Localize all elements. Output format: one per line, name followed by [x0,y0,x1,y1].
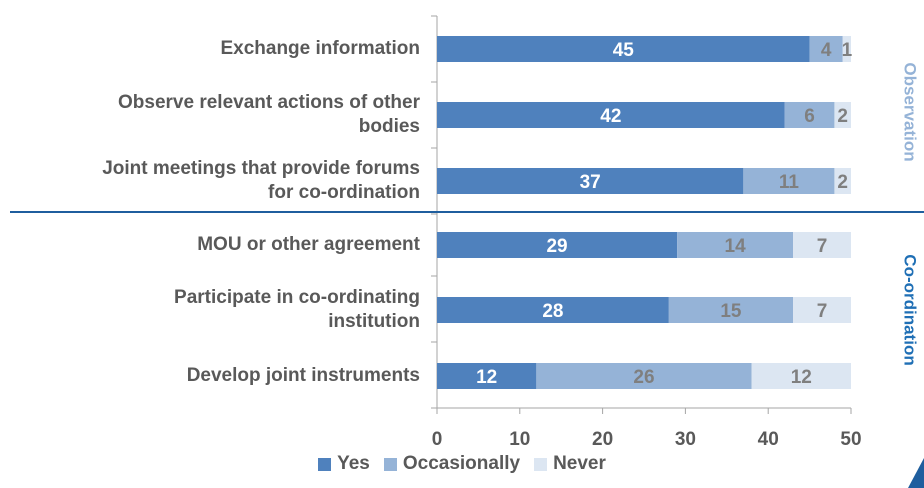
corner-decoration [908,458,924,488]
bar-never [793,297,851,323]
legend-item-occasionally: Occasionally [383,453,521,475]
x-tick-label: 0 [432,429,443,450]
bar-never [834,102,851,128]
bar-yes [437,36,810,62]
category-label: Joint meetings that provide forums for c… [102,158,420,203]
bar-occasionally [668,297,794,323]
bar-occasionally [536,363,752,389]
legend: Yes Occasionally Never [0,450,924,478]
data-label: 11 [779,172,800,193]
category-label: Develop joint instruments [186,365,420,386]
data-label: 12 [476,367,497,388]
data-label: 28 [542,301,563,322]
bar-never [834,168,851,194]
bar-occasionally [809,36,843,62]
bar-yes [437,232,678,258]
x-tick-label: 20 [592,429,613,450]
data-label: 12 [791,367,812,388]
data-label: 6 [804,106,815,127]
data-label: 45 [613,40,635,61]
x-tick-label: 40 [758,429,779,450]
category-label: Participate in co-ordinating institution [174,287,420,332]
bar-never [751,363,851,389]
legend-item-never: Never [534,453,606,475]
bar-yes [437,102,785,128]
x-tick-label: 50 [840,429,861,450]
legend-swatch-yes [318,457,332,471]
bar-occasionally [743,168,835,194]
data-label: 4 [821,40,832,61]
legend-swatch-occasionally [383,457,397,471]
bar-yes [437,297,669,323]
bar-never [842,36,851,62]
category-label: MOU or other agreement [197,234,420,255]
data-label: 1 [842,40,853,61]
data-label: 7 [817,301,828,322]
data-label: 14 [725,236,747,257]
data-label: 29 [546,236,567,257]
data-label: 2 [837,106,848,127]
legend-label-never: Never [553,453,606,474]
bar-yes [437,363,537,389]
data-label: 2 [837,172,848,193]
bar-yes [437,168,744,194]
legend-label-yes: Yes [337,453,370,474]
data-label: 15 [720,301,742,322]
legend-item-yes: Yes [318,453,370,475]
bar-occasionally [784,102,835,128]
legend-label-occasionally: Occasionally [402,453,521,474]
x-tick-label: 10 [509,429,530,450]
data-label: 42 [600,106,621,127]
group-label-observation: Observation [900,62,920,162]
group-label-coordination: Co-ordination [900,254,920,366]
category-label: Exchange information [220,38,420,59]
data-label: 37 [580,172,601,193]
category-label: Observe relevant actions of other bodies [118,92,420,137]
data-label: 26 [633,367,654,388]
legend-swatch-never [534,457,548,471]
x-tick-label: 30 [675,429,696,450]
bar-never [793,232,851,258]
bar-occasionally [677,232,794,258]
data-label: 7 [817,236,828,257]
